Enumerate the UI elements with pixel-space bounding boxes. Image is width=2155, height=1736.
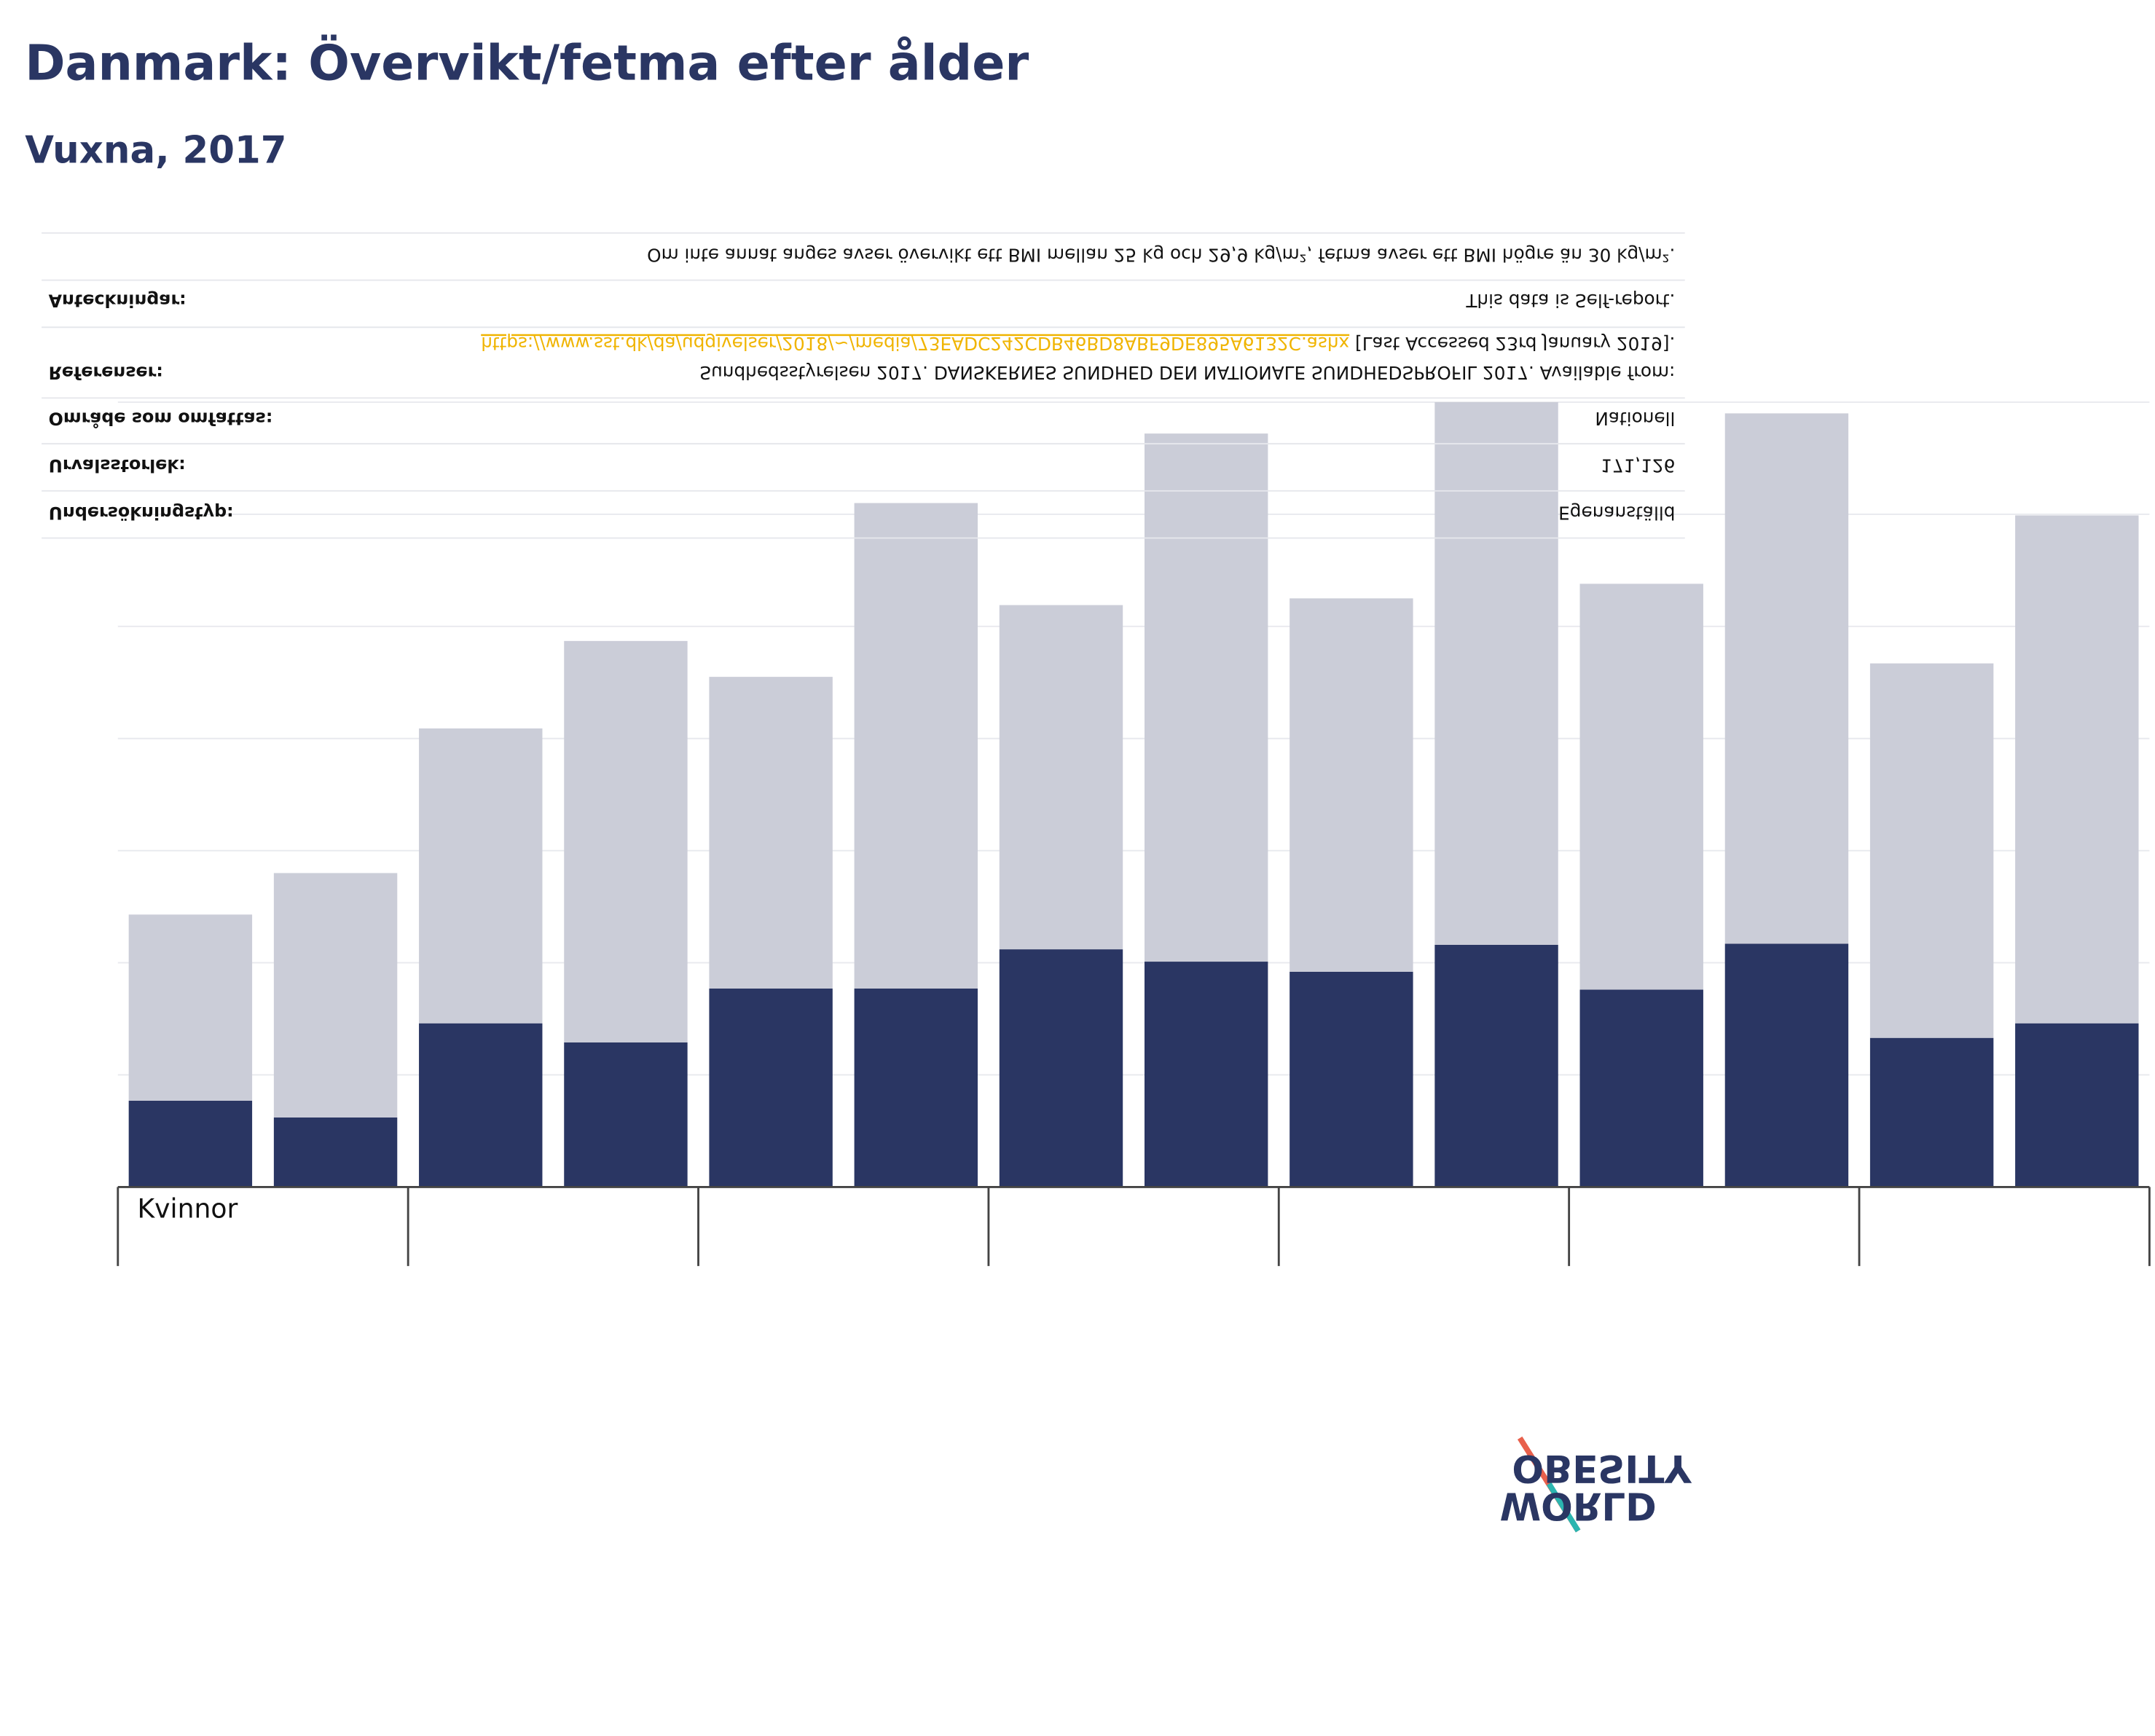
table-label: Referenser:	[49, 363, 163, 383]
table-label: Urvalsstorlek:	[49, 455, 186, 476]
table-reference-line: https://www.sst.dk/da/udgivelser/2018/~/…	[481, 333, 1675, 354]
table-value: Sundhedsstyrelsen 2017. DANSKERNES SUNDH…	[699, 362, 1675, 383]
group-label: Kvinnor	[137, 1193, 238, 1225]
logo-text: OBESITY	[1512, 1446, 1692, 1490]
bar	[1724, 413, 1849, 944]
bar	[2015, 1023, 2139, 1187]
table-label: Undersökningstyp:	[49, 503, 234, 523]
bar	[2015, 515, 2139, 1024]
bar	[128, 914, 253, 1101]
bar	[273, 873, 398, 1118]
logo: OBESITY WORLD	[1500, 1436, 1692, 1533]
bar	[854, 988, 978, 1187]
bar	[999, 949, 1123, 1187]
bar	[1144, 433, 1268, 962]
bar	[1290, 971, 1413, 1187]
chart-subtitle: Vuxna, 2017	[25, 128, 286, 172]
table-value: Egenanställd	[1558, 502, 1675, 523]
bar	[1869, 663, 1994, 1038]
table-value: Nationell	[1595, 408, 1675, 429]
bar	[564, 640, 688, 1042]
bar	[1144, 962, 1268, 1187]
logo-text: WORLD	[1500, 1483, 1657, 1527]
bar	[564, 1042, 688, 1187]
bar	[1434, 402, 1558, 945]
bar	[273, 1117, 398, 1187]
logo-stripe	[1546, 1482, 1581, 1533]
table-label: Område som omfattas:	[49, 408, 273, 428]
bar	[1434, 944, 1558, 1187]
bar	[1579, 989, 1703, 1187]
bar	[1724, 943, 1849, 1187]
bar	[419, 1023, 543, 1187]
bar	[1290, 598, 1413, 972]
bar	[999, 605, 1123, 950]
table-value: 171,126	[1601, 455, 1675, 476]
bar	[854, 503, 978, 989]
bar	[128, 1100, 253, 1187]
reference-suffix: [Last Accessed 23rd January 2019].	[1349, 333, 1675, 354]
reference-link[interactable]: https://www.sst.dk/da/udgivelser/2018/~/…	[481, 333, 1349, 354]
info-table: Om inte annat anges avser övervikt ett B…	[42, 232, 1685, 539]
bar	[1579, 584, 1703, 990]
table-value: Om inte annat anges avser övervikt ett B…	[647, 244, 1675, 265]
table-value: This data is Self-report.	[1465, 290, 1675, 311]
bar	[709, 988, 833, 1187]
plot: Kvinnor	[117, 401, 2151, 1266]
bar	[1869, 1037, 1994, 1187]
bar	[419, 728, 543, 1024]
bar	[709, 677, 833, 989]
chart-title: Danmark: Övervikt/fetma efter ålder	[25, 34, 1029, 91]
table-label: Anteckningar:	[49, 291, 187, 311]
